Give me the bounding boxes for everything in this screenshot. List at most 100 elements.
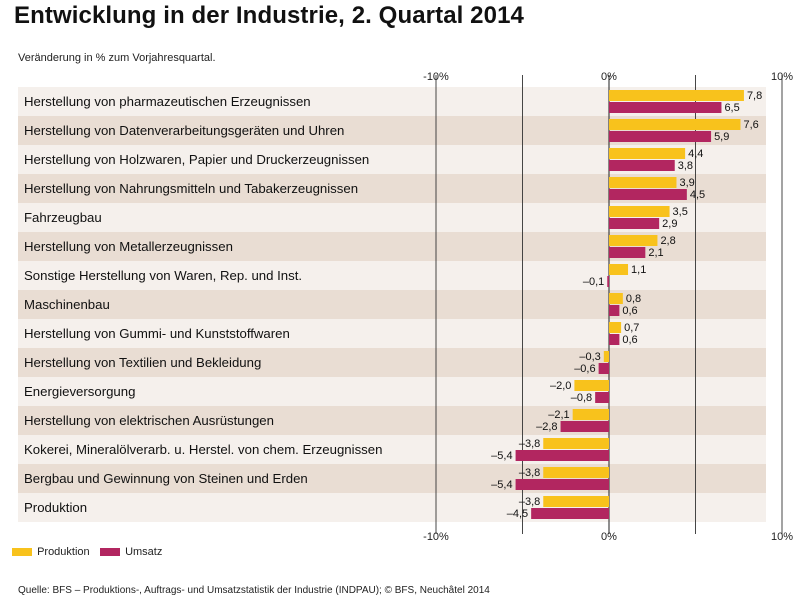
category-label: Herstellung von Holzwaren, Papier und Dr… [24, 152, 369, 167]
legend-swatch-revenue [100, 548, 120, 557]
value-label-production: 4,4 [688, 148, 703, 160]
value-label-production: –2,0 [550, 380, 571, 392]
value-label-production: 1,1 [631, 264, 646, 276]
bar-revenue [607, 276, 609, 287]
value-label-revenue: 2,9 [662, 218, 677, 230]
row-background [18, 435, 766, 464]
bar-production [543, 467, 609, 478]
bar-production [609, 206, 670, 217]
bar-production [609, 322, 622, 333]
category-label: Herstellung von Gummi- und Kunststoffwar… [24, 326, 290, 341]
tick-label-top: 10% [771, 71, 793, 83]
chart-subtitle: Veränderung in % zum Vorjahresquartal. [18, 52, 216, 64]
category-label: Bergbau und Gewinnung von Steinen und Er… [24, 471, 308, 486]
bar-revenue [515, 479, 609, 490]
category-label: Herstellung von Nahrungsmitteln und Taba… [24, 181, 358, 196]
category-label: Maschinenbau [24, 297, 110, 312]
bar-production [609, 119, 741, 130]
legend-label-production: Produktion [37, 546, 90, 558]
value-label-revenue: –5,4 [491, 450, 512, 462]
bar-production [543, 496, 609, 507]
bar-revenue [609, 189, 687, 200]
value-label-production: –3,8 [519, 438, 540, 450]
bar-revenue [609, 131, 712, 142]
value-label-production: –2,1 [548, 409, 569, 421]
bar-production [609, 293, 623, 304]
bar-revenue [609, 160, 675, 171]
bar-production [609, 148, 686, 159]
value-label-production: 2,8 [660, 235, 675, 247]
row-background [18, 493, 766, 522]
tick-label-bottom: 0% [601, 531, 617, 543]
row-background [18, 290, 766, 319]
category-label: Herstellung von Datenverarbeitungsgeräte… [24, 123, 344, 138]
value-label-production: 3,5 [673, 206, 688, 218]
value-label-production: 7,8 [747, 90, 762, 102]
tick-label-bottom: -10% [423, 531, 449, 543]
value-label-revenue: 3,8 [678, 160, 693, 172]
value-label-production: –3,8 [519, 496, 540, 508]
value-label-revenue: 0,6 [622, 305, 637, 317]
bar-production [609, 235, 658, 246]
bar-revenue [609, 102, 722, 113]
bar-production [543, 438, 609, 449]
row-background [18, 464, 766, 493]
legend-item-revenue: Umsatz [100, 546, 162, 558]
row-background [18, 261, 766, 290]
tick-label-top: 0% [601, 71, 617, 83]
tick-label-top: -10% [423, 71, 449, 83]
bar-revenue [609, 305, 620, 316]
legend-label-revenue: Umsatz [125, 546, 163, 558]
row-background [18, 377, 766, 406]
value-label-revenue: 5,9 [714, 131, 729, 143]
tick-label-bottom: 10% [771, 531, 793, 543]
bar-production [572, 409, 609, 420]
category-label: Kokerei, Mineralölverarb. u. Herstel. vo… [24, 442, 382, 457]
value-label-revenue: 2,1 [648, 247, 663, 259]
value-label-revenue: 0,6 [622, 334, 637, 346]
source-note: Quelle: BFS – Produktions-, Auftrags- un… [18, 585, 490, 596]
bar-production [603, 351, 609, 362]
legend-swatch-production [12, 548, 32, 557]
category-label: Herstellung von elektrischen Ausrüstunge… [24, 413, 274, 428]
category-label: Sonstige Herstellung von Waren, Rep. und… [24, 268, 302, 283]
value-label-production: 0,8 [626, 293, 641, 305]
value-label-revenue: –0,1 [583, 276, 604, 288]
value-label-production: –0,3 [579, 351, 600, 363]
value-label-revenue: –0,8 [571, 392, 592, 404]
bar-revenue [515, 450, 609, 461]
bar-revenue [609, 247, 646, 258]
chart-title: Entwicklung in der Industrie, 2. Quartal… [14, 2, 524, 29]
value-label-revenue: –4,5 [507, 508, 528, 520]
value-label-production: 3,9 [679, 177, 694, 189]
row-background [18, 406, 766, 435]
category-label: Energieversorgung [24, 384, 135, 399]
category-label: Produktion [24, 500, 87, 515]
value-label-revenue: –5,4 [491, 479, 512, 491]
bar-revenue [531, 508, 609, 519]
row-background [18, 348, 766, 377]
bar-production [609, 264, 629, 275]
value-label-revenue: 4,5 [690, 189, 705, 201]
row-background [18, 319, 766, 348]
bar-production [609, 90, 744, 101]
category-label: Herstellung von Textilien und Bekleidung [24, 355, 261, 370]
value-label-production: –3,8 [519, 467, 540, 479]
value-label-production: 7,6 [743, 119, 758, 131]
bar-revenue [560, 421, 609, 432]
legend-item-production: Produktion [12, 546, 90, 558]
value-label-revenue: –0,6 [574, 363, 595, 375]
bar-revenue [609, 334, 620, 345]
category-label: Herstellung von pharmazeutischen Erzeugn… [24, 94, 311, 109]
bar-revenue [609, 218, 660, 229]
bar-revenue [595, 392, 609, 403]
bar-production [574, 380, 609, 391]
bar-revenue [598, 363, 609, 374]
bar-production [609, 177, 677, 188]
value-label-revenue: –2,8 [536, 421, 557, 433]
category-label: Herstellung von Metallerzeugnissen [24, 239, 233, 254]
value-label-production: 0,7 [624, 322, 639, 334]
value-label-revenue: 6,5 [724, 102, 739, 114]
category-label: Fahrzeugbau [24, 210, 102, 225]
